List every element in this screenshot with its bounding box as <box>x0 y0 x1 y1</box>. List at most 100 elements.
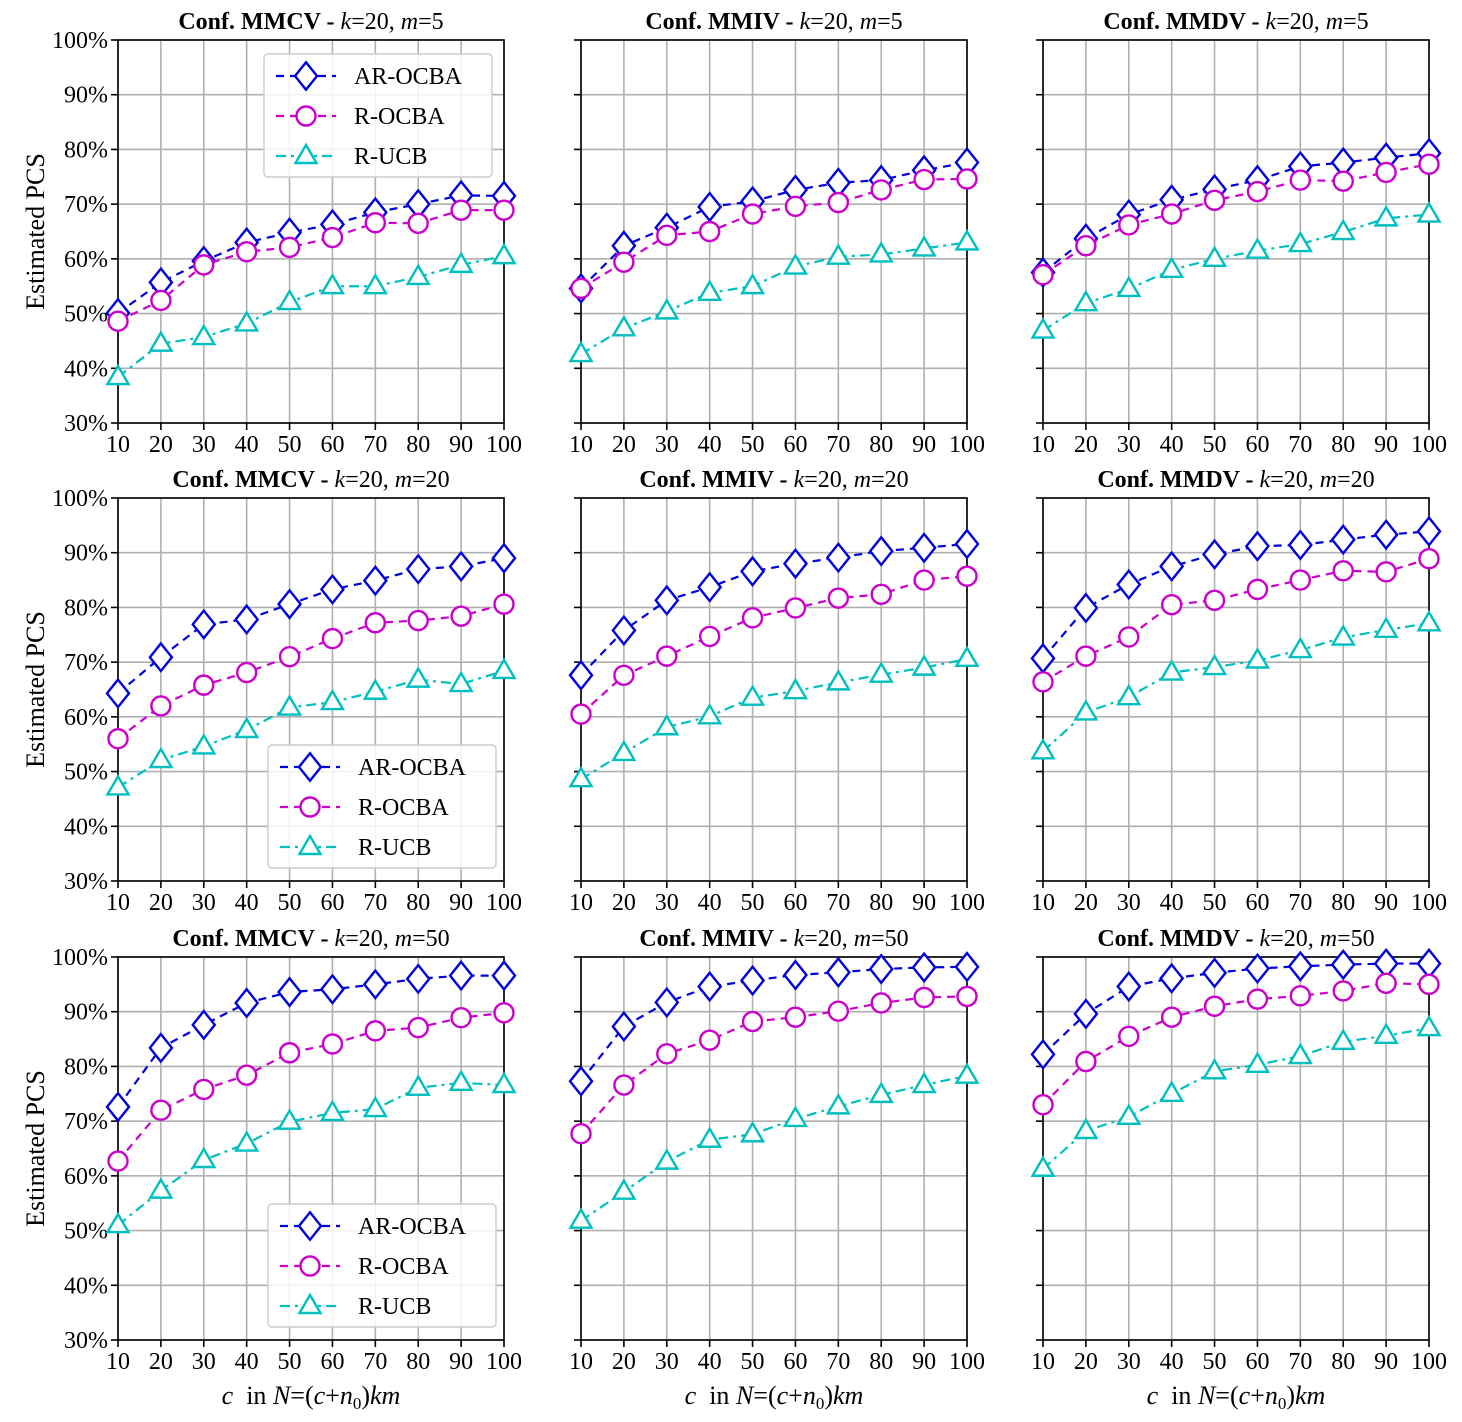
series-line <box>580 995 968 1135</box>
x-tick-label: 80 <box>869 1349 893 1375</box>
x-tick-label: 40 <box>1160 1349 1184 1375</box>
legend-marker-triangle <box>297 1292 323 1315</box>
data-point-triangle <box>1330 218 1356 241</box>
data-point-triangle <box>319 1099 346 1122</box>
data-point-circle <box>913 986 935 1009</box>
x-tick-label: 60 <box>1245 1349 1269 1375</box>
series-line <box>580 177 968 290</box>
data-point-circle <box>193 254 215 276</box>
panel-2-3: 10 20 30 40 50 60 70 80 90 100 Conf. MMDV - k=20, … <box>1030 467 1447 916</box>
data-point-circle <box>407 609 429 632</box>
data-point-diamond <box>277 588 303 620</box>
data-point-circle <box>956 168 978 190</box>
data-point-triangle <box>405 263 431 286</box>
series-line <box>1042 152 1430 274</box>
x-tick-label: 40 <box>1160 432 1184 458</box>
data-point-circle <box>1375 972 1397 994</box>
x-tick-label: 40 <box>235 890 259 916</box>
x-tick-label: 60 <box>783 890 807 916</box>
data-point-circle <box>1032 264 1054 286</box>
x-tick-label: 70 <box>826 1349 850 1375</box>
data-point-circle <box>1032 671 1054 693</box>
data-point-triangle <box>276 694 303 716</box>
data-point-circle <box>698 220 721 243</box>
plot-frame <box>580 39 968 424</box>
x-tick-label: 10 <box>569 432 593 458</box>
y-axis-label: Estimated PCS <box>21 153 50 310</box>
data-point-triangle <box>868 1081 894 1104</box>
data-point-circle <box>1375 561 1397 583</box>
data-point-diamond <box>825 956 851 988</box>
data-point-diamond <box>1116 970 1142 1003</box>
x-tick-label: 50 <box>278 890 302 916</box>
data-point-circle <box>493 1002 515 1024</box>
x-tick-label: 30 <box>655 432 679 458</box>
data-point-circle <box>278 236 301 259</box>
x-tick-label: 20 <box>612 1349 636 1375</box>
data-point-circle <box>107 728 129 750</box>
series-r-ucb <box>568 645 980 788</box>
series-line <box>1042 962 1429 1056</box>
data-point-diamond <box>782 959 808 991</box>
x-tick-label: 40 <box>698 1349 722 1375</box>
data-point-triangle <box>362 272 388 295</box>
data-point-triangle <box>105 1211 131 1234</box>
data-point-circle <box>956 985 978 1008</box>
data-point-triangle <box>191 733 217 755</box>
x-tick-label: 30 <box>192 890 216 916</box>
legend-box <box>267 744 497 869</box>
data-point-triangle <box>1416 609 1442 632</box>
series-line <box>580 1074 968 1222</box>
legend-label: R-UCB <box>358 1294 431 1320</box>
y-tick-label: 70% <box>64 1109 108 1135</box>
x-tick-label: 40 <box>235 432 259 458</box>
x-tick-label: 80 <box>406 890 430 916</box>
data-point-triangle <box>1373 204 1399 227</box>
data-point-triangle <box>1116 275 1142 298</box>
x-tick-label: 50 <box>278 1349 302 1375</box>
series-line <box>580 965 968 1082</box>
data-point-diamond <box>740 964 766 997</box>
data-point-diamond <box>1330 948 1356 981</box>
data-point-circle <box>741 607 764 629</box>
data-point-triangle <box>825 669 851 691</box>
y-tick-label: 90% <box>64 83 108 109</box>
legend-marker-triangle <box>297 833 323 856</box>
data-point-triangle <box>954 1062 980 1084</box>
x-tick-label: 30 <box>1117 1349 1141 1375</box>
panel-title: Conf. MMDV - k=20, m=5 <box>1103 9 1368 35</box>
data-point-diamond <box>1373 518 1399 551</box>
data-point-circle <box>235 661 258 684</box>
plot-frame <box>580 497 968 882</box>
y-tick-label: 80% <box>64 595 108 621</box>
data-point-diamond <box>697 970 723 1003</box>
data-point-diamond <box>405 553 431 585</box>
data-point-diamond <box>491 959 517 992</box>
x-tick-label: 70 <box>1288 1349 1312 1375</box>
data-point-circle <box>1418 153 1440 175</box>
x-tick-label: 20 <box>1074 432 1098 458</box>
data-point-triangle <box>911 1071 937 1094</box>
x-tick-label: 80 <box>869 432 893 458</box>
legend-marker-triangle <box>293 142 319 165</box>
data-point-triangle <box>911 654 937 676</box>
y-tick-label: 50% <box>64 1219 108 1245</box>
data-point-triangle <box>782 1105 809 1128</box>
x-tick-label: 100 <box>486 890 522 916</box>
y-tick-label: 50% <box>64 760 108 786</box>
data-point-triangle <box>448 670 474 693</box>
data-point-triangle <box>1073 699 1099 721</box>
x-tick-label: 90 <box>1374 890 1398 916</box>
data-point-diamond <box>568 659 594 691</box>
data-point-circle <box>570 277 592 300</box>
data-point-triangle <box>234 310 260 332</box>
series-line <box>117 1011 505 1162</box>
data-point-diamond <box>1244 952 1270 985</box>
data-point-diamond <box>362 968 388 1001</box>
series-r-ucb <box>1030 201 1442 339</box>
data-point-diamond <box>1116 568 1142 601</box>
data-point-circle <box>784 597 807 619</box>
x-tick-label: 60 <box>320 432 344 458</box>
legend-label: AR-OCBA <box>358 1214 467 1240</box>
